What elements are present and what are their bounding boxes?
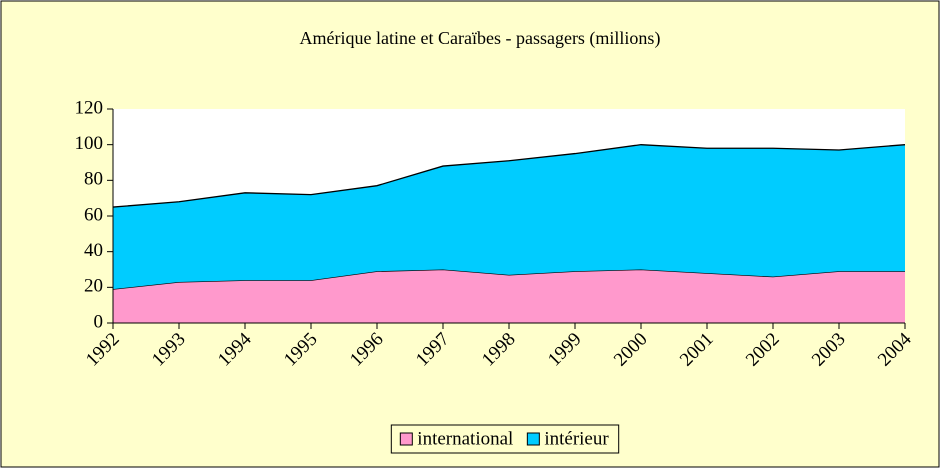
y-tick-label: 40 xyxy=(84,240,103,261)
y-tick-label: 100 xyxy=(75,133,104,154)
legend-label: international xyxy=(417,428,513,449)
legend-swatch xyxy=(399,432,413,446)
legend-box xyxy=(390,424,620,454)
y-tick-label: 0 xyxy=(94,311,104,332)
area xyxy=(113,269,905,323)
area-edge xyxy=(112,144,906,208)
y-tick-label: 80 xyxy=(84,169,103,190)
legend-swatch xyxy=(526,432,540,446)
legend-label: intérieur xyxy=(544,428,609,449)
y-tick-label: 120 xyxy=(75,97,104,118)
area xyxy=(113,144,905,290)
y-tick-label: 60 xyxy=(84,204,103,225)
chart-title: Amérique latine et Caraïbes - passagers … xyxy=(300,28,661,49)
y-tick-label: 20 xyxy=(84,276,103,297)
